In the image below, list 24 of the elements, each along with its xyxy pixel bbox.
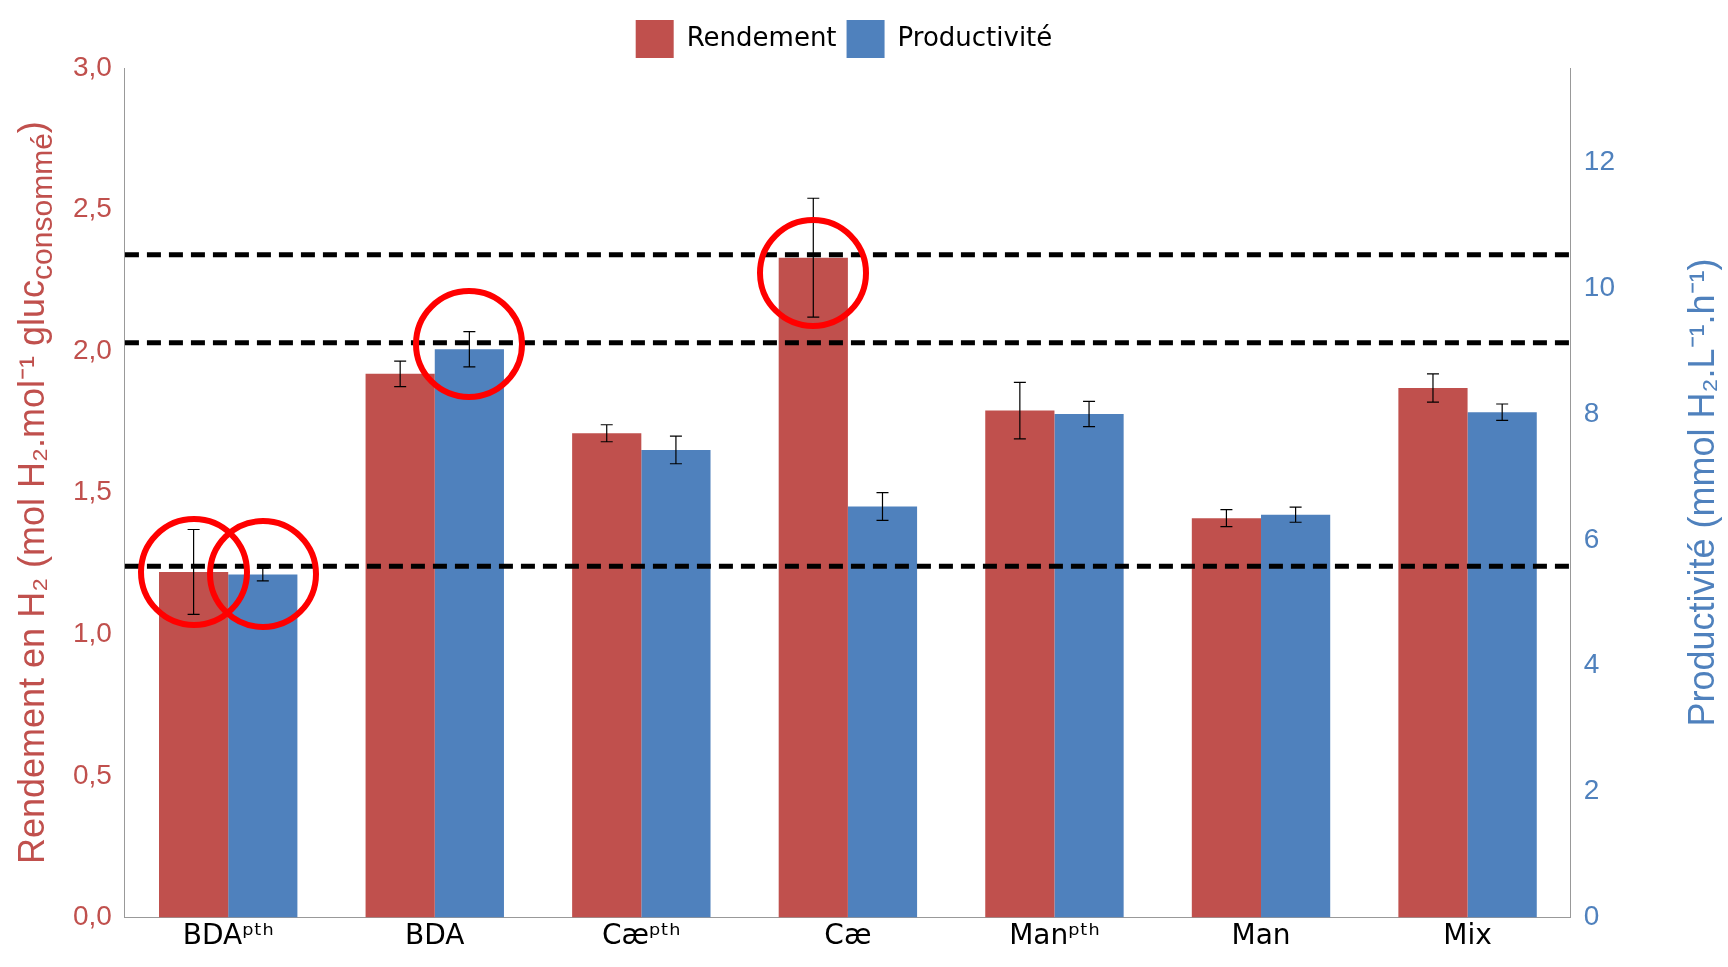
y-tick-label: 1,5 [72,475,112,507]
x-tick-label: Cæᵖᵗʰ [602,918,681,952]
x-tick-label: Cæ [824,918,872,952]
y2-axis-title: Productivité (mmol H₂.L⁻¹.h⁻¹) [1679,258,1723,727]
x-tick-label: Mix [1443,918,1492,952]
y-tick-label: 1,0 [72,616,112,648]
x-tick-label: Manᵖᵗʰ [1009,918,1100,952]
y-tick-label: 2,0 [72,333,112,365]
y2-tick-label: 10 [1583,270,1616,302]
x-tick-label: BDA [405,918,465,952]
y2-tick-label: 12 [1583,145,1616,177]
legend-label: Productivité [897,21,1053,52]
y-tick-label: 3,0 [72,50,112,82]
x-tick-label: BDAᵖᵗʰ [182,918,274,952]
y-tick-label: 0,0 [72,900,112,932]
y2-tick-label: 4 [1583,648,1600,680]
x-tick-label: Man [1231,918,1291,952]
y2-tick-label: 6 [1583,522,1600,554]
y-tick-label: 2,5 [72,192,112,224]
y2-tick-label: 2 [1583,774,1600,806]
y-tick-label: 0,5 [72,758,112,790]
y2-tick-label: 8 [1583,396,1600,428]
legend-label: Rendement [686,21,837,52]
y2-tick-label: 0 [1583,900,1600,932]
